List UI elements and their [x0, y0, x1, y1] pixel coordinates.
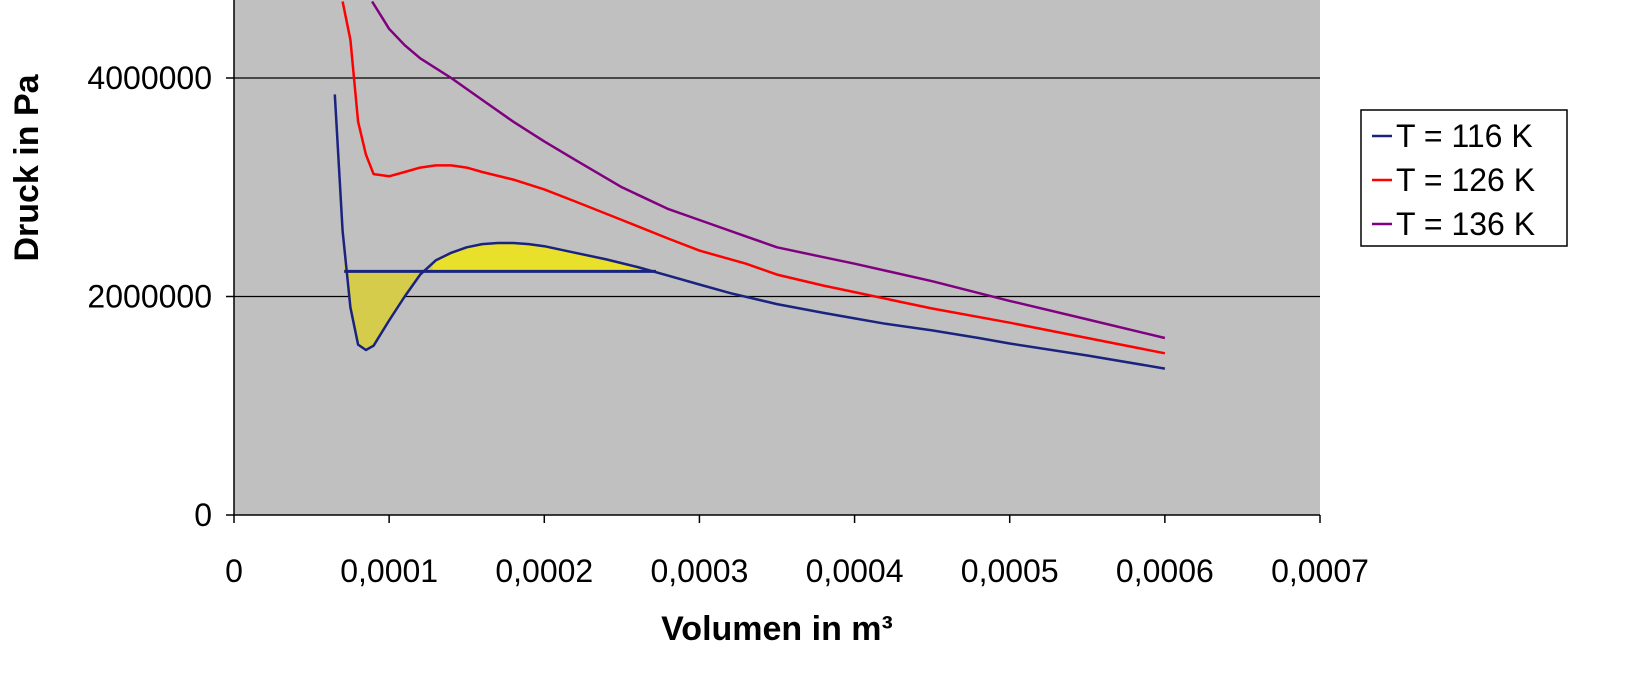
series-line	[341, 1, 1166, 355]
x-tick-label: 0,0001	[340, 553, 438, 589]
y-tick-label: 0	[194, 497, 212, 533]
series-line	[333, 94, 1166, 370]
legend-label: T = 136 K	[1396, 206, 1535, 242]
y-tick-label: 2000000	[87, 279, 212, 315]
series-line	[371, 0, 1166, 340]
legend-label: T = 126 K	[1396, 162, 1535, 198]
axes	[233, 0, 1320, 516]
x-tick-label: 0,0007	[1271, 553, 1369, 589]
x-tick-label: 0,0006	[1116, 553, 1214, 589]
x-tick-label: 0	[225, 553, 243, 589]
x-tick-label: 0,0005	[961, 553, 1059, 589]
x-axis-title: Volumen in m³	[661, 610, 893, 648]
legend-label: T = 116 K	[1396, 118, 1533, 154]
legend-items: T = 116 K T = 126 K T = 136 K	[1372, 118, 1535, 242]
y-ticks: 0 2000000 4000000	[87, 60, 234, 533]
y-axis-title: Druck in Pa	[8, 73, 46, 261]
x-ticks: 0 0,0001 0,0002 0,0003 0,0004 0,0005 0,0006 0,0…	[225, 515, 1369, 589]
gridlines	[234, 77, 1320, 298]
shaded-area	[432, 243, 656, 273]
y-tick-label: 4000000	[87, 60, 212, 96]
series-lines	[333, 0, 1166, 370]
legend: T = 116 K T = 126 K T = 136 K	[1360, 109, 1568, 247]
x-tick-label: 0,0002	[495, 553, 593, 589]
plot-area	[234, 0, 1320, 515]
legend-box	[1360, 109, 1568, 247]
x-tick-label: 0,0003	[650, 553, 748, 589]
x-tick-label: 0,0004	[806, 553, 904, 589]
